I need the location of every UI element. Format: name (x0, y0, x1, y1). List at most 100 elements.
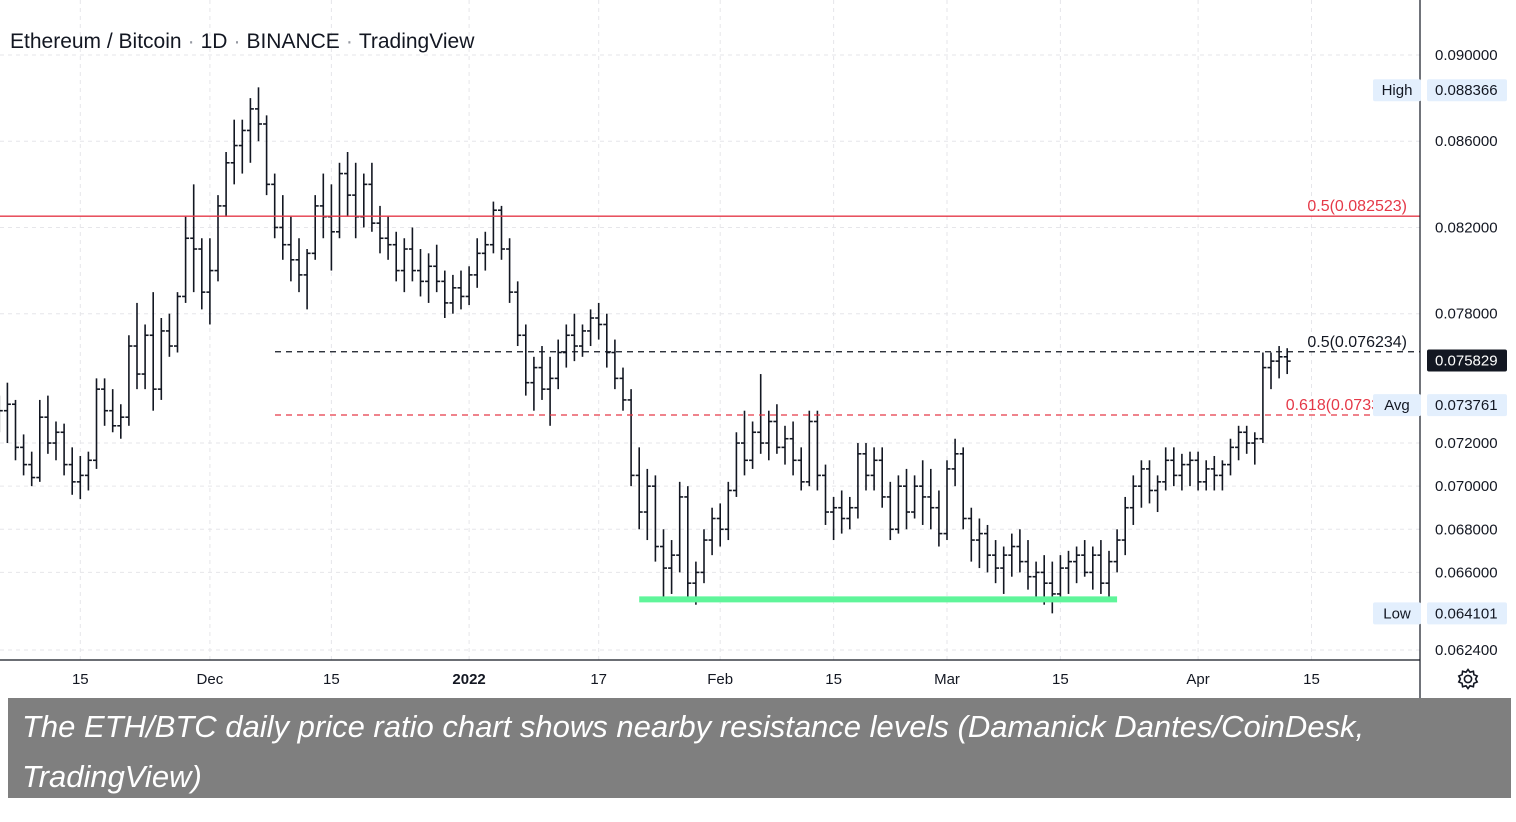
ohlc-bar (797, 447, 805, 491)
ohlc-bar (570, 313, 578, 362)
ohlc-bar (1056, 555, 1064, 599)
title-separator: · (345, 30, 353, 53)
ohlc-bar (457, 270, 465, 310)
price-label: 0.064101 Low (1373, 602, 1507, 625)
ohlc-bar (919, 460, 927, 525)
y-tick-label: 0.086000 (1435, 133, 1498, 150)
price-label-value: 0.088366 (1435, 82, 1498, 99)
y-tick-label: 0.082000 (1435, 219, 1498, 236)
ohlc-bar (1008, 533, 1016, 577)
price-label: 0.075829 (1427, 349, 1507, 372)
price-label-value: 0.064101 (1435, 605, 1498, 622)
ohlc-bar (903, 468, 910, 530)
ohlc-bar (133, 302, 141, 390)
ohlc-bar (1170, 447, 1178, 487)
price-chart: 0.5(0.082523) 0.5(0.076234) 0.618(0.0733 0… (0, 0, 1507, 698)
ohlc-bar (449, 274, 457, 314)
ohlc-bar (1210, 455, 1218, 491)
ohlc-bar (514, 281, 522, 347)
ohlc-bar (635, 447, 643, 530)
ohlc-bar (206, 238, 214, 325)
ohlc-bar (611, 339, 619, 390)
ohlc-bar (392, 231, 400, 282)
ohlc-bar (1048, 561, 1056, 614)
ohlc-bar (52, 421, 60, 461)
y-tick-label: 0.066000 (1435, 564, 1498, 581)
ohlc-bar (959, 447, 967, 530)
exchange: BINANCE (246, 30, 340, 53)
ohlc-bar (44, 395, 52, 454)
y-tick-label: 0.078000 (1435, 306, 1498, 323)
ohlc-bar (700, 529, 708, 584)
ohlc-bar (1032, 561, 1040, 599)
price-label-value: 0.073761 (1435, 397, 1498, 414)
ohlc-bar (295, 238, 303, 293)
ohlc-bar (489, 201, 497, 254)
ohlc-bar (3, 382, 11, 444)
ohlc-bar (384, 216, 392, 260)
ohlc-bar (190, 184, 198, 293)
ohlc-bar (344, 152, 352, 217)
price-label-tag: Avg (1384, 397, 1410, 414)
ohlc-bar (28, 451, 36, 487)
ohlc-bar (408, 227, 416, 282)
ohlc-bar (838, 490, 846, 534)
interval[interactable]: 1D (200, 30, 228, 53)
ohlc-bar (676, 481, 684, 573)
ohlc-bar (117, 404, 125, 439)
ohlc-bar (360, 173, 368, 228)
title-separator: · (233, 30, 241, 53)
ohlc-bar (76, 455, 84, 500)
ohlc-bar (651, 475, 659, 562)
ohlc-bar (684, 486, 692, 599)
ohlc-bar (125, 335, 133, 426)
gear-icon[interactable] (1455, 666, 1481, 692)
ohlc-bar (813, 410, 821, 491)
x-tick-label: 15 (1303, 671, 1320, 688)
ohlc-bar (157, 318, 165, 400)
ohlc-bar (498, 205, 505, 260)
ohlc-bar (894, 475, 902, 534)
ohlc-bar (101, 378, 109, 426)
ohlc-bar (182, 216, 190, 303)
ohlc-bar (263, 115, 271, 196)
y-tick-label: 0.072000 (1435, 435, 1498, 452)
ohlc-bar (579, 324, 586, 357)
x-tick-label: 15 (72, 671, 89, 688)
ohlc-bar (311, 195, 319, 260)
ohlc-bar (732, 432, 740, 497)
ohlc-bar (417, 249, 424, 297)
ohlc-bar (741, 410, 748, 476)
ohlc-bar (473, 238, 481, 288)
ohlc-bar (927, 468, 935, 530)
ohlc-bar (619, 367, 627, 411)
ohlc-bar (1129, 475, 1137, 525)
title-separator: · (187, 30, 195, 53)
ohlc-bar (522, 324, 530, 396)
ohlc-bar (603, 313, 611, 368)
ohlc-bar (1016, 529, 1024, 573)
caption: The ETH/BTC daily price ratio chart show… (22, 709, 1365, 794)
ohlc-bar (789, 421, 797, 476)
ohlc-bar (530, 356, 538, 411)
ohlc-bar (1218, 460, 1226, 491)
ohlc-bar (951, 438, 959, 487)
ohlc-bar (765, 410, 773, 461)
ohlc-bar (441, 270, 449, 319)
ohlc-bar (781, 425, 789, 465)
ohlc-bar (1194, 451, 1202, 491)
ohlc-bar (870, 447, 878, 491)
ohlc-bar (36, 399, 44, 482)
ohlc-bar (1113, 529, 1121, 573)
x-tick-label: 15 (825, 671, 842, 688)
ohlc-bar (109, 389, 117, 433)
fib-levels: 0.5(0.082523) 0.5(0.076234) 0.618(0.0733 (0, 198, 1420, 603)
ohlc-bar (141, 324, 149, 390)
ohlc-bar (975, 518, 983, 569)
ohlc-bar (660, 529, 667, 601)
ohlc-bar (854, 443, 862, 519)
ohlc-bar (708, 507, 716, 556)
ohlc-bar (1162, 447, 1170, 491)
fib-level-label: 0.5(0.082523) (1307, 198, 1407, 215)
ohlc-bar (846, 496, 854, 530)
